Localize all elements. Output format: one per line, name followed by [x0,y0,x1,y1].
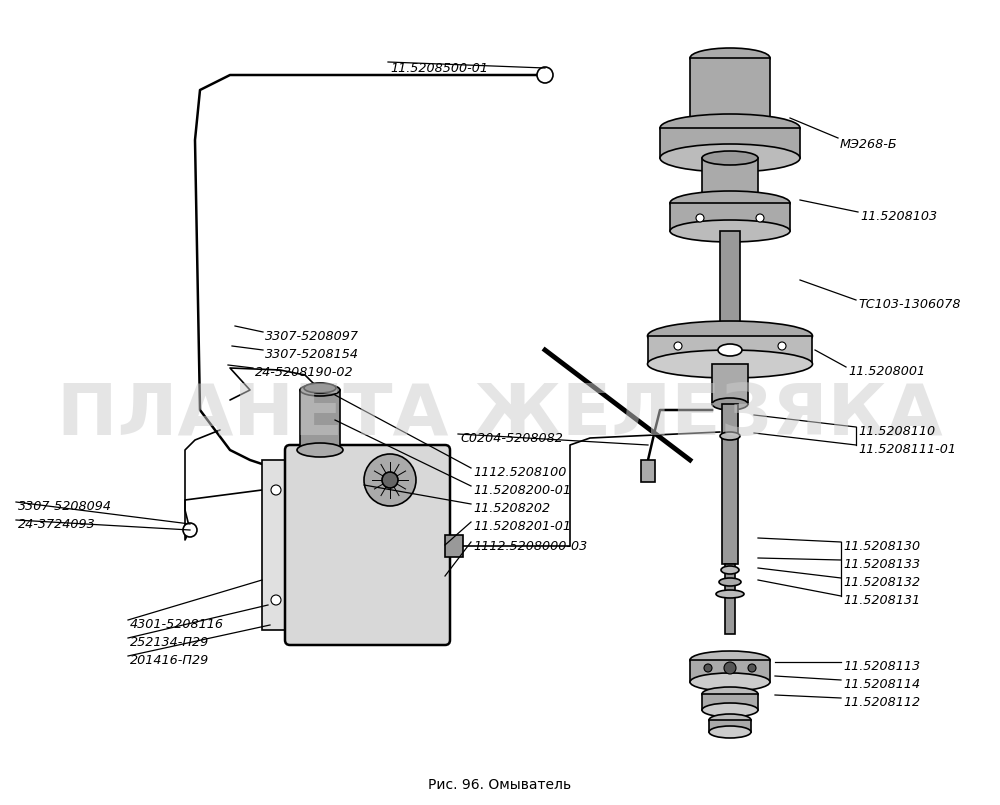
Ellipse shape [709,726,751,738]
Text: 11.5208131: 11.5208131 [843,594,920,607]
Text: 11.5208133: 11.5208133 [843,558,920,571]
Bar [648,336,812,364]
Ellipse shape [718,344,742,356]
Ellipse shape [300,384,340,396]
Ellipse shape [670,220,790,242]
Text: 11.5208112: 11.5208112 [843,696,920,709]
Bar [262,460,290,630]
Text: 11.5208201-01: 11.5208201-01 [473,520,571,533]
Text: 3307-5208094: 3307-5208094 [18,500,112,513]
Bar [712,364,748,404]
Text: 11.5208113: 11.5208113 [843,660,920,673]
Text: 11.5208130: 11.5208130 [843,540,920,553]
Text: 11.5208001: 11.5208001 [848,365,925,378]
Ellipse shape [702,703,758,717]
Circle shape [696,214,704,222]
Bar [690,58,770,128]
Ellipse shape [690,673,770,691]
Bar [660,128,800,158]
Circle shape [271,595,281,605]
Ellipse shape [304,383,336,393]
Bar [720,231,740,336]
Text: 11.5208202: 11.5208202 [473,502,550,515]
Ellipse shape [660,144,800,172]
Circle shape [724,662,736,674]
Text: Рис. 96. Омыватель: Рис. 96. Омыватель [428,778,572,792]
Ellipse shape [670,191,790,215]
Ellipse shape [709,714,751,726]
Text: 201416-П29: 201416-П29 [130,654,209,667]
Text: С0204-5208082: С0204-5208082 [460,432,563,445]
Bar [725,564,735,634]
Text: 11.5208200-01: 11.5208200-01 [473,484,571,497]
Text: 1112.5208000-03: 1112.5208000-03 [473,540,587,553]
Ellipse shape [690,118,770,138]
Ellipse shape [702,151,758,165]
Circle shape [382,472,398,488]
Circle shape [537,67,553,83]
Circle shape [183,523,197,537]
Ellipse shape [648,321,812,351]
Circle shape [704,664,712,672]
Text: 3307-5208154: 3307-5208154 [265,348,359,361]
Bar [702,694,758,710]
Circle shape [756,214,764,222]
Bar [670,203,790,231]
Text: 11.5208110: 11.5208110 [858,425,935,438]
Ellipse shape [719,578,741,586]
Ellipse shape [720,432,740,440]
Bar [300,390,340,450]
Ellipse shape [716,590,744,598]
Ellipse shape [721,566,739,574]
Text: 3307-5208097: 3307-5208097 [265,330,359,343]
Text: 4301-5208116: 4301-5208116 [130,618,224,631]
Ellipse shape [690,651,770,669]
Ellipse shape [660,114,800,142]
Ellipse shape [702,687,758,701]
Text: МЭ268-Б: МЭ268-Б [840,138,898,151]
Circle shape [271,485,281,495]
Text: 24-3724093: 24-3724093 [18,518,96,531]
Text: 11.5208114: 11.5208114 [843,678,920,691]
Ellipse shape [690,48,770,68]
Ellipse shape [297,443,343,457]
Text: 24-5208190-02: 24-5208190-02 [255,366,354,379]
Text: ПЛАНЕТА ЖЕЛЕЗЯКА: ПЛАНЕТА ЖЕЛЕЗЯКА [57,381,943,449]
Text: 1112.5208100: 1112.5208100 [473,466,566,479]
Bar [702,158,758,203]
Circle shape [748,664,756,672]
Bar [690,660,770,682]
Circle shape [674,342,682,350]
Text: 252134-П29: 252134-П29 [130,636,209,649]
Text: 11.5208111-01: 11.5208111-01 [858,443,956,456]
Text: ТС103-1306078: ТС103-1306078 [858,298,960,311]
Bar [445,535,463,557]
Circle shape [364,454,416,506]
Text: 11.5208132: 11.5208132 [843,576,920,589]
Bar [709,720,751,732]
Ellipse shape [712,398,748,410]
Bar [722,404,738,564]
Circle shape [778,342,786,350]
Text: 11.5208500-01: 11.5208500-01 [390,62,488,75]
Text: 11.5208103: 11.5208103 [860,210,937,223]
Ellipse shape [648,350,812,378]
Ellipse shape [702,196,758,210]
Bar [641,460,655,482]
FancyBboxPatch shape [285,445,450,645]
